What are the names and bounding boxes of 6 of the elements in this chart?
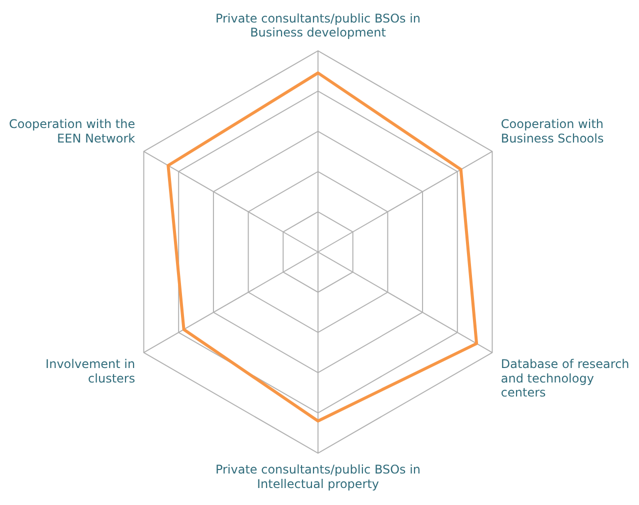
spoke-label: Database of research and technology centers <box>500 356 630 400</box>
spoke-label: Cooperation with Business Schools <box>500 116 604 146</box>
spoke-label: Involvement in clusters <box>46 356 136 386</box>
spoke-label: Private consultants/public BSOs in Business development <box>215 11 421 40</box>
spoke-label: Cooperation with the EEN Network <box>8 116 136 146</box>
spoke-label: Private consultants/public BSOs in Intellectual property <box>215 462 421 491</box>
